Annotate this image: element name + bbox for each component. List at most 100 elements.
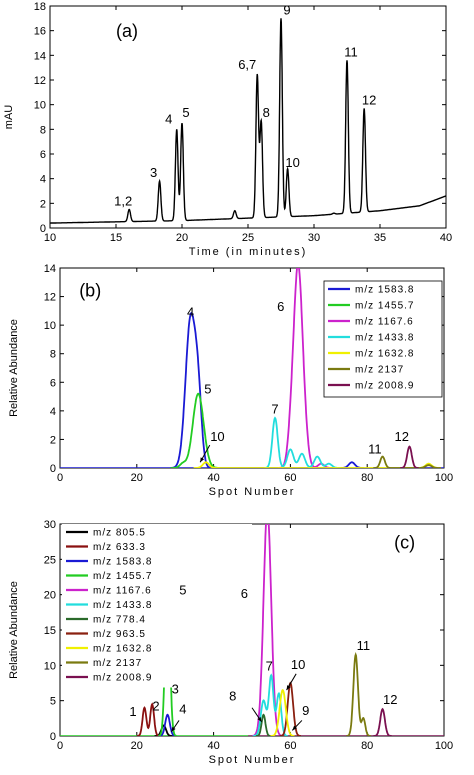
y-tick-label: 2 <box>40 198 46 210</box>
legend-entry: m/z 2137 <box>355 365 404 376</box>
peak-label-5: 5 <box>182 105 189 120</box>
x-tick-label: 40 <box>207 740 219 752</box>
peak-label-4: 4 <box>165 111 172 126</box>
legend-entry: m/z 633.3 <box>93 542 146 553</box>
peak-label-3: 3 <box>150 165 157 180</box>
y-tick-label: 25 <box>44 554 56 566</box>
peak-label-9: 9 <box>283 2 290 17</box>
y-tick-label: 10 <box>44 320 56 332</box>
peak-label-11: 11 <box>368 442 382 457</box>
peak-label-7: 7 <box>266 658 273 673</box>
peak-label-10: 10 <box>291 657 305 672</box>
x-axis-label: Spot Number <box>209 486 296 498</box>
legend-box <box>323 280 443 398</box>
legend-entry: m/z 1583.8 <box>355 285 414 296</box>
legend-entry: m/z 2137 <box>93 658 142 669</box>
y-tick-label: 0 <box>50 731 56 743</box>
x-tick-label: 25 <box>242 232 254 244</box>
peak-label-9: 9 <box>302 703 309 718</box>
series-line-1 <box>170 392 220 468</box>
x-tick-label: 80 <box>361 740 373 752</box>
legend: m/z 1583.8 m/z 1455.7 m/z 1167.6 m/z 1433.8… <box>323 280 443 398</box>
legend-entry: m/z 2008.9 <box>93 673 152 684</box>
series-line-1 <box>136 702 160 736</box>
x-tick-label: 20 <box>131 472 143 484</box>
legend-entry: m/z 1167.6 <box>355 317 414 328</box>
chromatogram-line <box>50 18 447 224</box>
legend-entry: m/z 1167.6 <box>93 586 152 597</box>
y-tick-label: 14 <box>44 263 56 275</box>
x-tick-label: 100 <box>435 472 453 484</box>
plot-frame <box>49 5 447 229</box>
y-tick-label: 2 <box>50 434 56 446</box>
peak-label-1: 1 <box>129 704 136 719</box>
y-tick-label: 12 <box>34 75 46 87</box>
peak-label-12: 12 <box>362 92 376 107</box>
peak-label-6: 6 <box>241 586 248 601</box>
peak-label-1-2: 1,2 <box>114 194 132 209</box>
y-tick-label: 8 <box>50 349 56 361</box>
y-tick-label: 14 <box>34 50 46 62</box>
legend-entry: m/z 1632.8 <box>355 349 414 360</box>
y-tick-label: 20 <box>44 590 56 602</box>
annotation-arrowhead <box>292 725 297 731</box>
y-tick-label: 18 <box>34 1 46 13</box>
peak-label-12: 12 <box>395 429 409 444</box>
annotation-arrowhead <box>257 716 262 722</box>
series-line-5 <box>373 455 441 468</box>
x-tick-label: 40 <box>207 472 219 484</box>
x-tick-label: 20 <box>176 232 188 244</box>
y-axis-label: mAU <box>3 105 15 130</box>
peak-label-7: 7 <box>271 402 278 417</box>
legend-entry: m/z 1433.8 <box>355 333 414 344</box>
peak-label-4: 4 <box>187 305 194 320</box>
series-line-10 <box>373 707 392 736</box>
legend-entry: m/z 963.5 <box>93 629 146 640</box>
y-tick-label: 8 <box>40 124 46 136</box>
x-axis-label: Time (in minutes) <box>189 246 308 258</box>
legend-entry: m/z 1583.8 <box>93 557 152 568</box>
peak-label-10: 10 <box>285 155 299 170</box>
x-tick-label: 60 <box>284 472 296 484</box>
y-tick-label: 4 <box>50 406 56 418</box>
y-axis-label: Relative Abundance <box>8 581 20 679</box>
legend-entry: m/z 1455.7 <box>93 571 152 582</box>
x-axis-label: Spot Number <box>209 754 296 766</box>
annotation-arrowhead <box>200 457 205 463</box>
y-tick-label: 10 <box>34 100 46 112</box>
y-tick-label: 5 <box>50 696 56 708</box>
legend-entry: m/z 1455.7 <box>355 301 414 312</box>
x-tick-label: 20 <box>131 740 143 752</box>
series-line-6 <box>400 445 419 468</box>
peak-label-10: 10 <box>210 429 224 444</box>
y-tick-label: 30 <box>44 519 56 531</box>
peak-label-12: 12 <box>383 692 397 707</box>
series-line-5 <box>252 673 288 736</box>
y-tick-label: 12 <box>44 292 56 304</box>
peak-label-5: 5 <box>179 583 186 598</box>
y-tick-label: 6 <box>50 377 56 389</box>
legend-entry: m/z 1433.8 <box>93 600 152 611</box>
y-tick-label: 0 <box>40 223 46 235</box>
y-tick-label: 4 <box>40 174 46 186</box>
annotation-arrowhead <box>171 726 176 732</box>
x-tick-label: 0 <box>57 740 63 752</box>
x-tick-label: 100 <box>435 740 453 752</box>
x-tick-label: 80 <box>361 472 373 484</box>
peak-label-6: 6 <box>277 299 284 314</box>
series-line-6 <box>255 713 271 736</box>
annotation-arrowhead <box>286 685 291 691</box>
x-tick-label: 35 <box>374 232 386 244</box>
legend-entry: m/z 2008.9 <box>355 381 414 392</box>
series-line-3 <box>264 416 342 468</box>
x-tick-label: 0 <box>57 472 63 484</box>
y-tick-label: 10 <box>44 660 56 672</box>
panel-label: (b) <box>79 281 101 301</box>
legend-entry: m/z 778.4 <box>93 615 146 626</box>
legend-entry: m/z 805.5 <box>93 528 146 539</box>
x-tick-label: 30 <box>308 232 320 244</box>
series-line-8 <box>270 688 295 736</box>
series-line-2 <box>158 713 177 736</box>
